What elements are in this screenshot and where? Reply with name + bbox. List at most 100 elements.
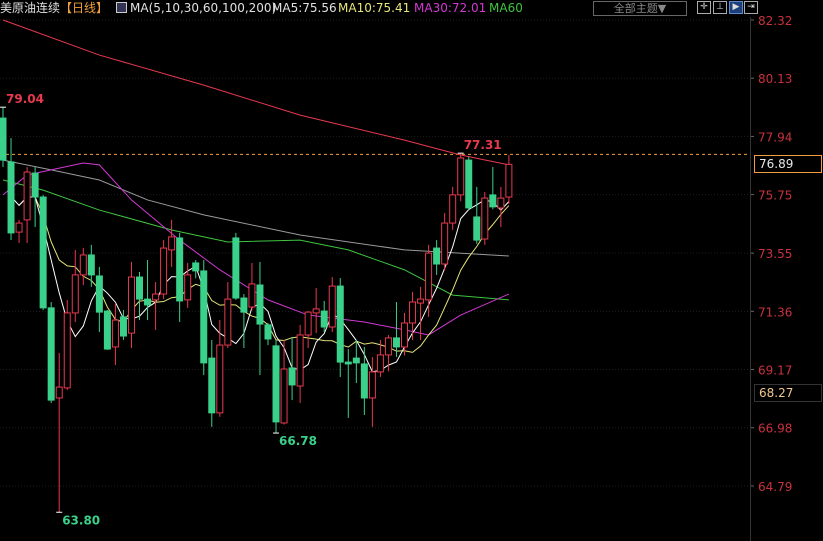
- ma60-value: MA60: [489, 1, 523, 15]
- candle-body: [296, 334, 304, 387]
- candle-body: [392, 337, 400, 348]
- candle: [384, 334, 392, 372]
- candle: [240, 294, 248, 348]
- y-tick-label: 82.32: [758, 14, 792, 28]
- candle: [144, 260, 152, 321]
- crosshair-icon[interactable]: ✛: [697, 1, 711, 14]
- candle: [248, 262, 256, 310]
- y-tick-label: 64.79: [758, 480, 792, 494]
- candle-body: [457, 157, 465, 196]
- candle: [39, 194, 47, 310]
- candle-body: [144, 298, 152, 306]
- candle-body: [449, 194, 457, 224]
- play-icon[interactable]: ▶: [729, 1, 743, 14]
- y-tick-label: 77.94: [758, 130, 792, 144]
- exit-icon[interactable]: ⇥: [744, 1, 758, 14]
- candle-body: [152, 293, 160, 301]
- candle-body: [31, 172, 39, 198]
- ma200-line: [2, 19, 509, 166]
- candle: [0, 107, 7, 167]
- candle: [272, 340, 280, 434]
- candle-body: [119, 316, 127, 337]
- candle: [320, 300, 328, 333]
- candle-body: [136, 276, 144, 300]
- candle: [176, 232, 184, 322]
- candle-body: [232, 237, 240, 299]
- theme-dropdown[interactable]: 全部主题▼: [593, 1, 687, 16]
- candle: [425, 244, 433, 317]
- candle-body: [47, 307, 55, 401]
- candle: [417, 286, 425, 341]
- candle-body: [111, 319, 119, 348]
- candle-body: [71, 274, 79, 314]
- candle: [184, 262, 192, 308]
- candle: [152, 282, 160, 330]
- candle-body: [79, 254, 87, 276]
- symbol-name: 美原油连续: [0, 1, 61, 15]
- candle: [192, 260, 200, 279]
- period-label[interactable]: 【日线】: [60, 1, 109, 15]
- candle-body: [7, 161, 15, 234]
- ma5-value: MA5:75.56: [272, 1, 337, 15]
- candle: [216, 320, 224, 417]
- candle-body: [160, 247, 168, 295]
- candle: [55, 353, 63, 513]
- candle: [449, 186, 457, 230]
- candle: [352, 340, 360, 384]
- candle-body: [288, 367, 296, 386]
- candle: [457, 153, 465, 202]
- candle-body: [127, 276, 135, 334]
- candle: [473, 186, 481, 244]
- y-tick-label: 71.36: [758, 305, 792, 319]
- candle-body: [481, 197, 489, 240]
- candle-body: [256, 284, 264, 325]
- candle-body: [401, 322, 408, 348]
- y-tick-label: 75.75: [758, 189, 792, 203]
- candle: [409, 291, 417, 341]
- candle: [200, 260, 208, 376]
- candle: [7, 138, 15, 241]
- ma30-line: [2, 162, 510, 336]
- candle: [264, 323, 272, 346]
- candle-body: [344, 361, 352, 365]
- candle-body: [417, 298, 425, 304]
- candle: [401, 312, 408, 356]
- y-tick-label: 73.55: [758, 247, 792, 261]
- ma100-line: [2, 159, 509, 257]
- candle-body: [489, 194, 497, 208]
- candle-body: [409, 301, 417, 324]
- candle-body: [336, 285, 344, 363]
- candle: [31, 166, 39, 228]
- y-tick-label: 69.17: [758, 364, 792, 378]
- candle: [208, 340, 216, 427]
- candle: [224, 282, 232, 348]
- y-tick-label: 80.13: [758, 72, 792, 86]
- candle-body: [192, 262, 200, 272]
- extreme-label: 79.04: [6, 92, 44, 106]
- candle: [127, 261, 135, 348]
- candle-body: [208, 357, 216, 414]
- candle: [119, 309, 127, 341]
- cursor-price-label: 68.27: [754, 384, 822, 403]
- candle: [368, 357, 376, 427]
- candle: [360, 346, 368, 415]
- candle: [232, 232, 240, 300]
- candle: [63, 299, 71, 390]
- range-icon[interactable]: ⊥: [713, 1, 727, 14]
- candle-body: [103, 310, 111, 350]
- candle-body: [272, 345, 280, 423]
- candle-body: [224, 298, 232, 346]
- candle: [376, 340, 384, 377]
- candle-body: [248, 283, 256, 308]
- ma60-line: [2, 179, 509, 301]
- ma-params[interactable]: MA(5,10,30,60,100,200): [130, 1, 277, 15]
- ma-indicator-icon[interactable]: [116, 2, 127, 13]
- candle: [87, 244, 95, 287]
- candle: [71, 249, 79, 322]
- candle: [441, 212, 449, 271]
- y-tick-label: 66.98: [758, 422, 792, 436]
- chart-header: 美原油连续 【日线】 MA(5,10,30,60,100,200) MA5:75…: [0, 0, 823, 17]
- candle: [103, 309, 111, 350]
- candle: [392, 302, 400, 358]
